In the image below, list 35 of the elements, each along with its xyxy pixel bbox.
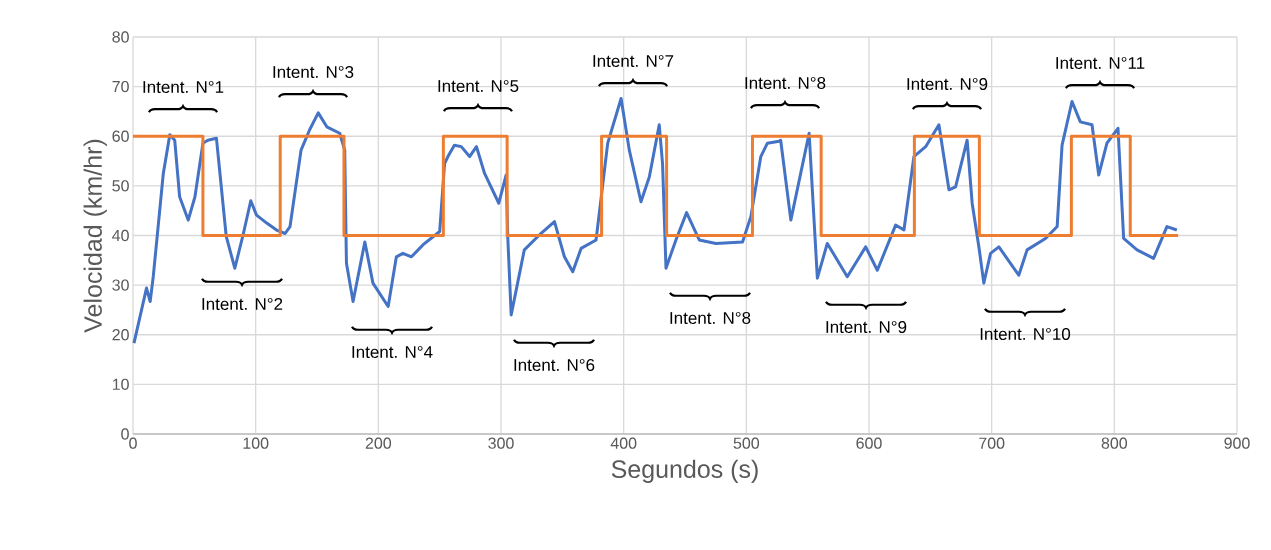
annotation: Intent. N°11 xyxy=(1056,56,1145,70)
x-tick-label: 500 xyxy=(733,437,760,449)
y-tick-label: 60 xyxy=(112,130,129,142)
annotation: Intent. N°3 xyxy=(273,65,354,79)
annotation: Intent. N°8 xyxy=(670,311,751,325)
y-axis-title: Velocidad (km/hr) xyxy=(83,139,107,333)
y-tick-label: 30 xyxy=(112,279,129,291)
y-tick-label: 50 xyxy=(112,180,129,192)
y-tick-label: 20 xyxy=(112,329,129,341)
x-tick-label: 400 xyxy=(610,437,637,449)
x-tick-label: 800 xyxy=(1101,437,1128,449)
y-tick-label: 80 xyxy=(112,31,129,43)
y-tick-label: 10 xyxy=(112,378,129,391)
x-tick-label: 100 xyxy=(243,437,269,449)
x-tick-label: 700 xyxy=(979,437,1005,449)
annotation: Intent. N°7 xyxy=(593,54,674,68)
annotation: Intent. N°5 xyxy=(438,79,519,93)
y-tick-label: 40 xyxy=(112,229,129,242)
annotation: Intent. N°4 xyxy=(352,345,433,359)
x-tick-label: 300 xyxy=(488,437,514,449)
annotation: Intent. N°8 xyxy=(745,76,826,90)
x-tick-label: 200 xyxy=(365,437,392,449)
x-tick-label: 0 xyxy=(129,437,137,449)
x-tick-label: 900 xyxy=(1224,437,1250,449)
annotation: Intent. N°10 xyxy=(980,327,1071,341)
annotation: Intent. N°9 xyxy=(907,77,988,91)
line-series xyxy=(132,97,1179,345)
annotation: Intent. N°1 xyxy=(143,80,224,94)
x-tick-label: 600 xyxy=(856,437,882,449)
annotation: Intent. N°9 xyxy=(826,320,907,334)
annotation: Intent. N°6 xyxy=(514,358,595,372)
y-tick-label: 0 xyxy=(121,428,129,440)
x-axis-title: Segundos (s) xyxy=(611,459,758,483)
y-tick-label: 70 xyxy=(112,80,129,93)
annotation: Intent. N°2 xyxy=(202,297,283,311)
